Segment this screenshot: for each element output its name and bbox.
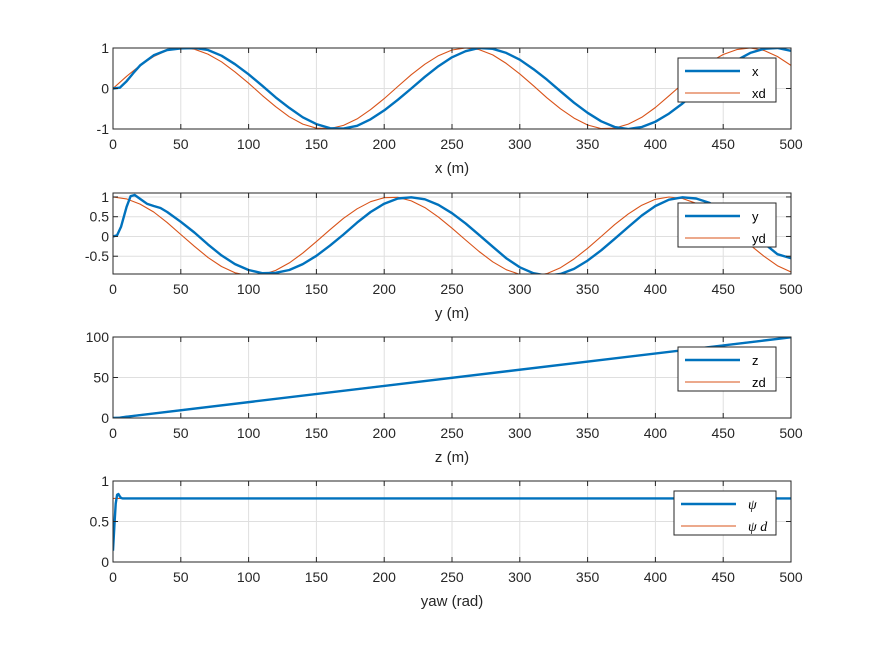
x-tick-label: 400	[644, 569, 668, 585]
x-axis-label: yaw (rad)	[421, 593, 484, 610]
x-tick-label: 400	[644, 425, 668, 441]
x-tick-label: 350	[576, 136, 600, 152]
y-tick-label: -0.5	[85, 248, 109, 264]
x-tick-label: 350	[576, 281, 600, 297]
legend-label: y	[752, 209, 759, 224]
x-tick-label: 500	[779, 425, 803, 441]
x-tick-label: 300	[508, 425, 532, 441]
subplot-4: 0 50 100 150 200 250 300 350 400 450 500 0 0.5 1 yaw (…	[90, 473, 803, 610]
legend-label: xd	[752, 86, 766, 101]
y-tick-label: 1	[101, 473, 109, 489]
legend-box	[677, 346, 777, 392]
x-tick-label: 500	[779, 281, 803, 297]
x-tick-label: 150	[305, 425, 329, 441]
x-tick-label: 250	[440, 569, 464, 585]
x-tick-label: 300	[508, 281, 532, 297]
x-tick-label: 100	[237, 136, 261, 152]
x-tick-label: 0	[109, 281, 117, 297]
legend: y yd	[677, 202, 777, 248]
x-tick-label: 50	[173, 136, 189, 152]
y-tick-label: 50	[93, 370, 109, 386]
x-tick-label: 300	[508, 569, 532, 585]
legend-box	[677, 202, 777, 248]
x-tick-label: 500	[779, 136, 803, 152]
x-tick-label: 250	[440, 136, 464, 152]
legend-label: ψ d	[748, 520, 768, 535]
x-tick-label: 450	[712, 136, 736, 152]
y-tick-label: 0.5	[90, 209, 110, 225]
x-tick-label: 50	[173, 569, 189, 585]
y-tick-label: 100	[86, 329, 110, 345]
subplot-3: 0 50 100 150 200 250 300 350 400 450 500 0 50 100 z (m…	[86, 329, 803, 466]
x-tick-label: 400	[644, 281, 668, 297]
legend-box	[677, 57, 777, 103]
x-tick-label: 250	[440, 425, 464, 441]
series-line-x	[113, 48, 791, 129]
y-tick-label: 0.5	[90, 514, 110, 530]
x-tick-label: 150	[305, 281, 329, 297]
y-tick-label: 0	[101, 554, 109, 570]
x-tick-label: 150	[305, 136, 329, 152]
x-tick-label: 0	[109, 425, 117, 441]
y-tick-label: 1	[101, 40, 109, 56]
series-line-y	[113, 193, 791, 274]
y-tick-label: 0	[101, 228, 109, 244]
x-tick-label: 350	[576, 569, 600, 585]
legend-label: ψ	[748, 498, 757, 513]
x-tick-label: 0	[109, 569, 117, 585]
x-tick-label: 200	[373, 425, 397, 441]
legend: z zd	[677, 346, 777, 392]
x-tick-label: 50	[173, 425, 189, 441]
x-tick-label: 200	[373, 136, 397, 152]
x-tick-label: 0	[109, 136, 117, 152]
x-tick-label: 200	[373, 569, 397, 585]
x-tick-label: 200	[373, 281, 397, 297]
x-tick-label: 250	[440, 281, 464, 297]
legend-label: yd	[752, 231, 766, 246]
x-tick-label: 450	[712, 281, 736, 297]
legend: x xd	[677, 57, 777, 103]
legend-box	[673, 490, 777, 536]
x-tick-label: 400	[644, 136, 668, 152]
x-axis-label: y (m)	[435, 305, 469, 322]
x-tick-label: 100	[237, 281, 261, 297]
legend: ψ ψ d	[673, 490, 777, 536]
x-axis-label: z (m)	[435, 449, 469, 466]
x-tick-label: 100	[237, 425, 261, 441]
y-tick-label: 0	[101, 81, 109, 97]
x-tick-label: 350	[576, 425, 600, 441]
y-tick-label: -1	[97, 121, 110, 137]
x-tick-label: 300	[508, 136, 532, 152]
legend-label: zd	[752, 375, 766, 390]
x-tick-label: 450	[712, 569, 736, 585]
x-tick-label: 50	[173, 281, 189, 297]
legend-label: x	[752, 64, 759, 79]
y-tick-label: 1	[101, 189, 109, 205]
x-tick-label: 100	[237, 569, 261, 585]
series-line-ψ	[113, 492, 791, 551]
x-tick-label: 500	[779, 569, 803, 585]
subplot-2: 0 50 100 150 200 250 300 350 400 450 500 -0.5 0 0.5 1 y…	[85, 189, 803, 322]
x-tick-label: 450	[712, 425, 736, 441]
x-tick-label: 150	[305, 569, 329, 585]
x-axis-label: x (m)	[435, 160, 469, 177]
legend-label: z	[752, 353, 759, 368]
y-tick-label: 0	[101, 410, 109, 426]
